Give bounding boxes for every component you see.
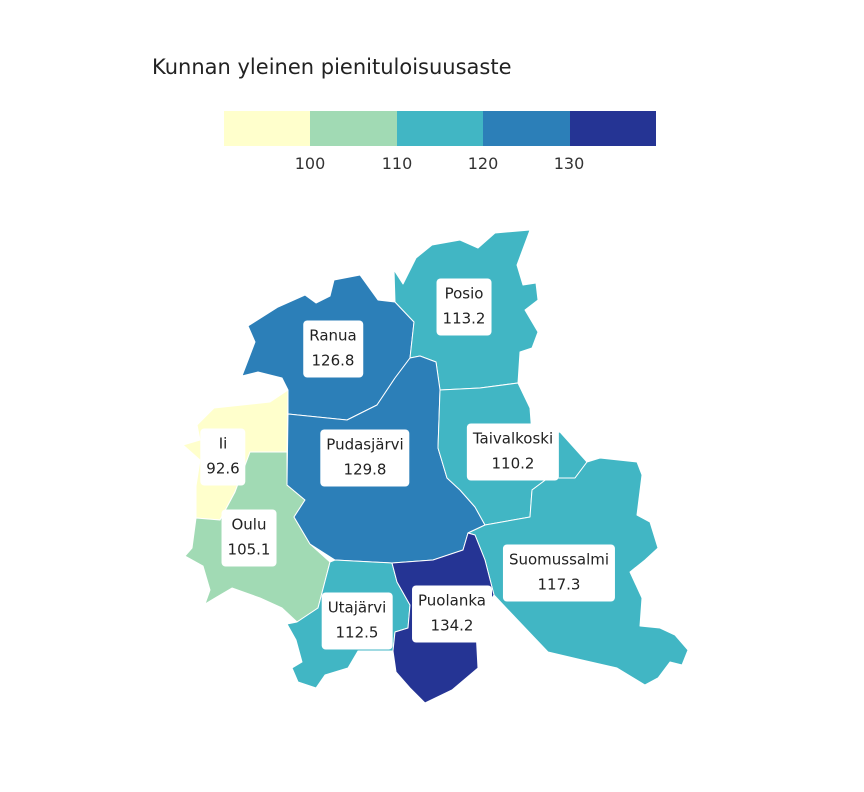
- region-value: 117.3: [537, 575, 581, 594]
- legend-swatch-4: [483, 111, 570, 146]
- region-name: Oulu: [231, 515, 267, 534]
- region-value: 105.1: [227, 540, 271, 559]
- region-label-ranua: Ranua 126.8: [303, 320, 363, 378]
- region-name: Suomussalmi: [508, 550, 610, 569]
- legend-swatch-5: [569, 111, 657, 146]
- map-title: Kunnan yleinen pienituloisuusaste: [152, 55, 512, 79]
- region-label-ii: Ii 92.6: [200, 428, 246, 486]
- region-label-puolanka: Puolanka 134.2: [412, 585, 492, 643]
- legend-swatch-3: [396, 111, 484, 146]
- region-label-posio: Posio 113.2: [436, 278, 492, 336]
- region-label-oulu: Oulu 105.1: [221, 509, 277, 567]
- region-value: 112.5: [335, 623, 379, 642]
- region-value: 126.8: [311, 351, 355, 370]
- region-name: Ranua: [309, 326, 357, 345]
- region-value: 134.2: [430, 616, 474, 635]
- region-name: Posio: [444, 284, 484, 303]
- legend-tick-100: 100: [294, 154, 326, 173]
- legend-tick-130: 130: [553, 154, 585, 173]
- region-value: 110.2: [491, 454, 535, 473]
- region-name: Pudasjärvi: [326, 435, 404, 454]
- legend-tick-120: 120: [467, 154, 499, 173]
- region-label-suomussalmi: Suomussalmi 117.3: [502, 544, 616, 602]
- legend-swatch-1: [224, 111, 311, 146]
- region-name: Puolanka: [418, 591, 486, 610]
- legend-tick-110: 110: [381, 154, 413, 173]
- region-label-utajarvi: Utajärvi 112.5: [321, 592, 393, 650]
- region-name: Utajärvi: [327, 598, 387, 617]
- region-value: 113.2: [442, 309, 486, 328]
- region-value: 129.8: [343, 460, 387, 479]
- region-label-taivalkoski: Taivalkoski 110.2: [466, 423, 560, 481]
- region-name: Ii: [218, 434, 228, 453]
- region-label-pudasjarvi: Pudasjärvi 129.8: [320, 429, 410, 487]
- legend-swatch-2: [310, 111, 397, 146]
- region-name: Taivalkoski: [472, 429, 554, 448]
- color-scale-legend: [224, 111, 657, 146]
- region-value: 92.6: [206, 459, 240, 478]
